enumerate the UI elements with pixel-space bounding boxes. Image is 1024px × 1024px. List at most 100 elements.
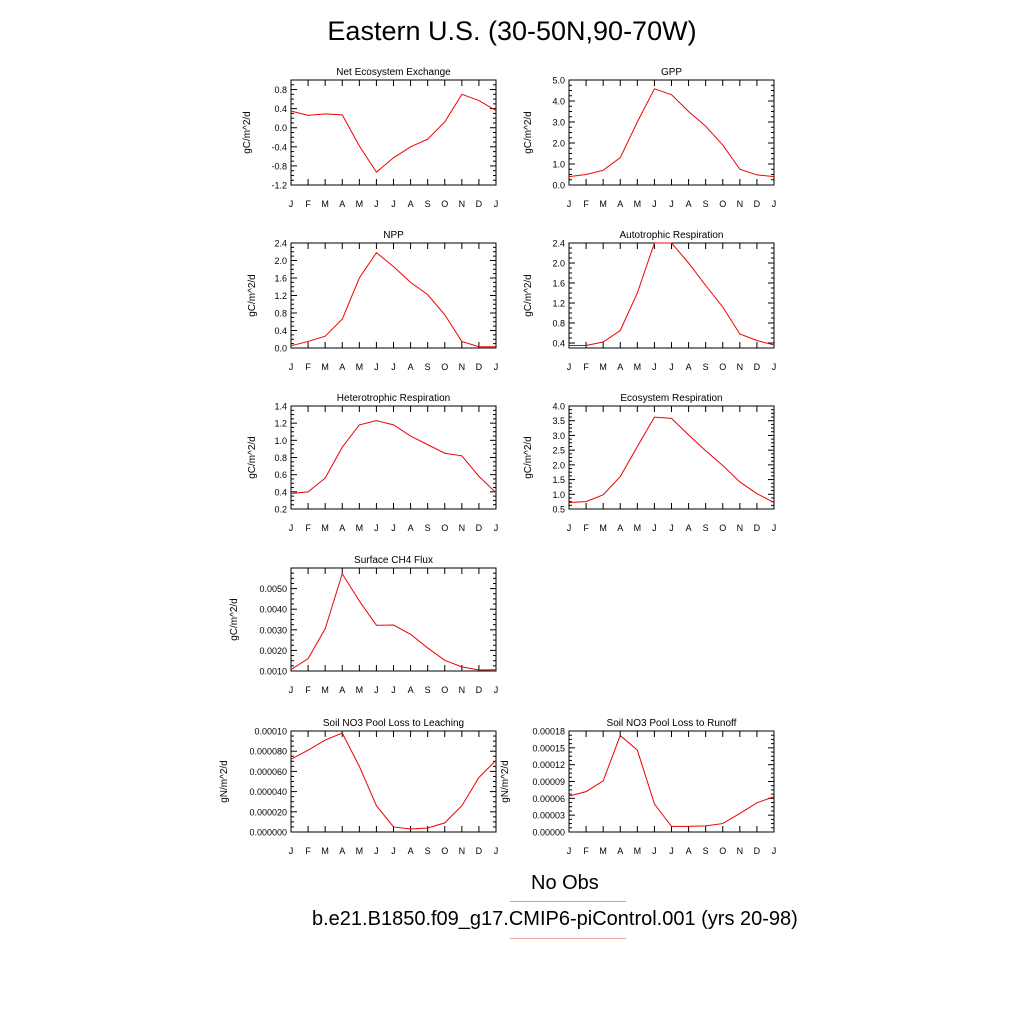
- x-tick-label: J: [374, 199, 379, 209]
- x-tick-label: F: [583, 523, 589, 533]
- chart-title: Surface CH4 Flux: [354, 555, 433, 566]
- x-tick-label: A: [617, 846, 623, 856]
- series-line: [290, 572, 497, 671]
- x-tick-label: D: [754, 523, 761, 533]
- y-tick-label: 1.2: [552, 299, 565, 309]
- x-tick-label: N: [737, 199, 744, 209]
- series-line: [568, 88, 775, 178]
- x-tick-label: M: [321, 362, 329, 372]
- x-tick-label: D: [476, 846, 483, 856]
- plot-frame: [290, 242, 497, 349]
- y-tick-label: 1.6: [274, 274, 287, 284]
- x-tick-label: J: [567, 523, 572, 533]
- x-tick-label: O: [441, 685, 448, 695]
- y-tick-label: 2.4: [552, 239, 565, 249]
- x-tick-label: F: [583, 199, 589, 209]
- x-tick-label: A: [686, 362, 692, 372]
- y-tick-label: 0.4: [274, 487, 287, 497]
- x-tick-label: D: [476, 523, 483, 533]
- x-tick-label: A: [339, 846, 345, 856]
- x-tick-label: M: [634, 846, 642, 856]
- x-tick-label: S: [425, 362, 431, 372]
- y-axis-label: gC/m^2/d: [523, 274, 534, 317]
- x-tick-label: A: [686, 199, 692, 209]
- series-line: [290, 420, 497, 495]
- chart-title: Heterotrophic Respiration: [337, 393, 450, 404]
- x-tick-label: F: [305, 199, 311, 209]
- x-tick-label: J: [494, 523, 499, 533]
- x-tick-label: J: [391, 846, 396, 856]
- y-tick-label: 0.4: [274, 326, 287, 336]
- y-axis-label: gN/m^2/d: [500, 760, 511, 803]
- x-tick-label: N: [737, 523, 744, 533]
- y-tick-label: 0.00003: [532, 811, 565, 821]
- x-tick-label: A: [339, 523, 345, 533]
- x-tick-label: M: [321, 685, 329, 695]
- y-tick-label: 3.0: [552, 431, 565, 441]
- y-tick-label: 1.2: [274, 419, 287, 429]
- y-tick-label: 0.6: [274, 470, 287, 480]
- y-tick-label: 4.0: [552, 402, 565, 412]
- x-tick-label: J: [289, 199, 294, 209]
- y-tick-label: 3.0: [552, 118, 565, 128]
- x-tick-label: M: [599, 199, 607, 209]
- x-tick-label: A: [339, 199, 345, 209]
- x-tick-label: J: [374, 362, 379, 372]
- y-tick-label: 0.00010: [254, 727, 287, 737]
- x-tick-label: F: [583, 362, 589, 372]
- y-axis-label: gC/m^2/d: [247, 436, 258, 479]
- legend-label-no-obs: No Obs: [531, 872, 599, 894]
- x-tick-label: S: [703, 199, 709, 209]
- y-tick-label: 0.0: [274, 344, 287, 354]
- x-tick-label: M: [634, 362, 642, 372]
- x-tick-label: D: [754, 199, 761, 209]
- x-tick-label: D: [754, 846, 761, 856]
- y-tick-label: 2.0: [552, 460, 565, 470]
- x-tick-label: J: [391, 523, 396, 533]
- x-tick-label: N: [459, 846, 466, 856]
- x-tick-label: M: [634, 199, 642, 209]
- x-tick-label: D: [476, 199, 483, 209]
- legend-line-model-run: [510, 938, 626, 939]
- x-tick-label: A: [408, 199, 414, 209]
- y-tick-label: 5.0: [552, 76, 565, 86]
- x-tick-label: A: [617, 199, 623, 209]
- x-tick-label: S: [425, 199, 431, 209]
- x-tick-label: J: [669, 362, 674, 372]
- page-title: Eastern U.S. (30-50N,90-70W): [327, 16, 697, 46]
- x-tick-label: J: [391, 199, 396, 209]
- y-tick-label: 0.000080: [249, 747, 287, 757]
- x-tick-label: J: [772, 362, 777, 372]
- legend-line-no-obs: [510, 901, 626, 902]
- chart-title: Soil NO3 Pool Loss to Runoff: [607, 718, 737, 729]
- x-tick-label: M: [356, 523, 364, 533]
- x-tick-label: A: [686, 846, 692, 856]
- x-tick-label: A: [617, 362, 623, 372]
- x-tick-label: N: [737, 846, 744, 856]
- plot-frame: [290, 567, 497, 672]
- y-tick-label: 0.000020: [249, 807, 287, 817]
- y-tick-label: 0.5: [552, 505, 565, 515]
- x-tick-label: O: [719, 846, 726, 856]
- y-tick-label: 0.0: [552, 181, 565, 191]
- x-tick-label: J: [669, 846, 674, 856]
- series-line: [568, 416, 775, 504]
- x-tick-label: M: [321, 523, 329, 533]
- x-tick-label: A: [339, 362, 345, 372]
- x-tick-label: J: [567, 362, 572, 372]
- plot-frame: [290, 730, 497, 833]
- y-tick-label: 1.0: [274, 436, 287, 446]
- y-tick-label: 0.000060: [249, 767, 287, 777]
- y-tick-label: 1.0: [552, 490, 565, 500]
- y-tick-label: -0.8: [271, 161, 287, 171]
- y-tick-label: 1.6: [552, 279, 565, 289]
- x-tick-label: A: [686, 523, 692, 533]
- x-tick-label: J: [374, 685, 379, 695]
- x-tick-label: O: [441, 523, 448, 533]
- x-tick-label: F: [305, 846, 311, 856]
